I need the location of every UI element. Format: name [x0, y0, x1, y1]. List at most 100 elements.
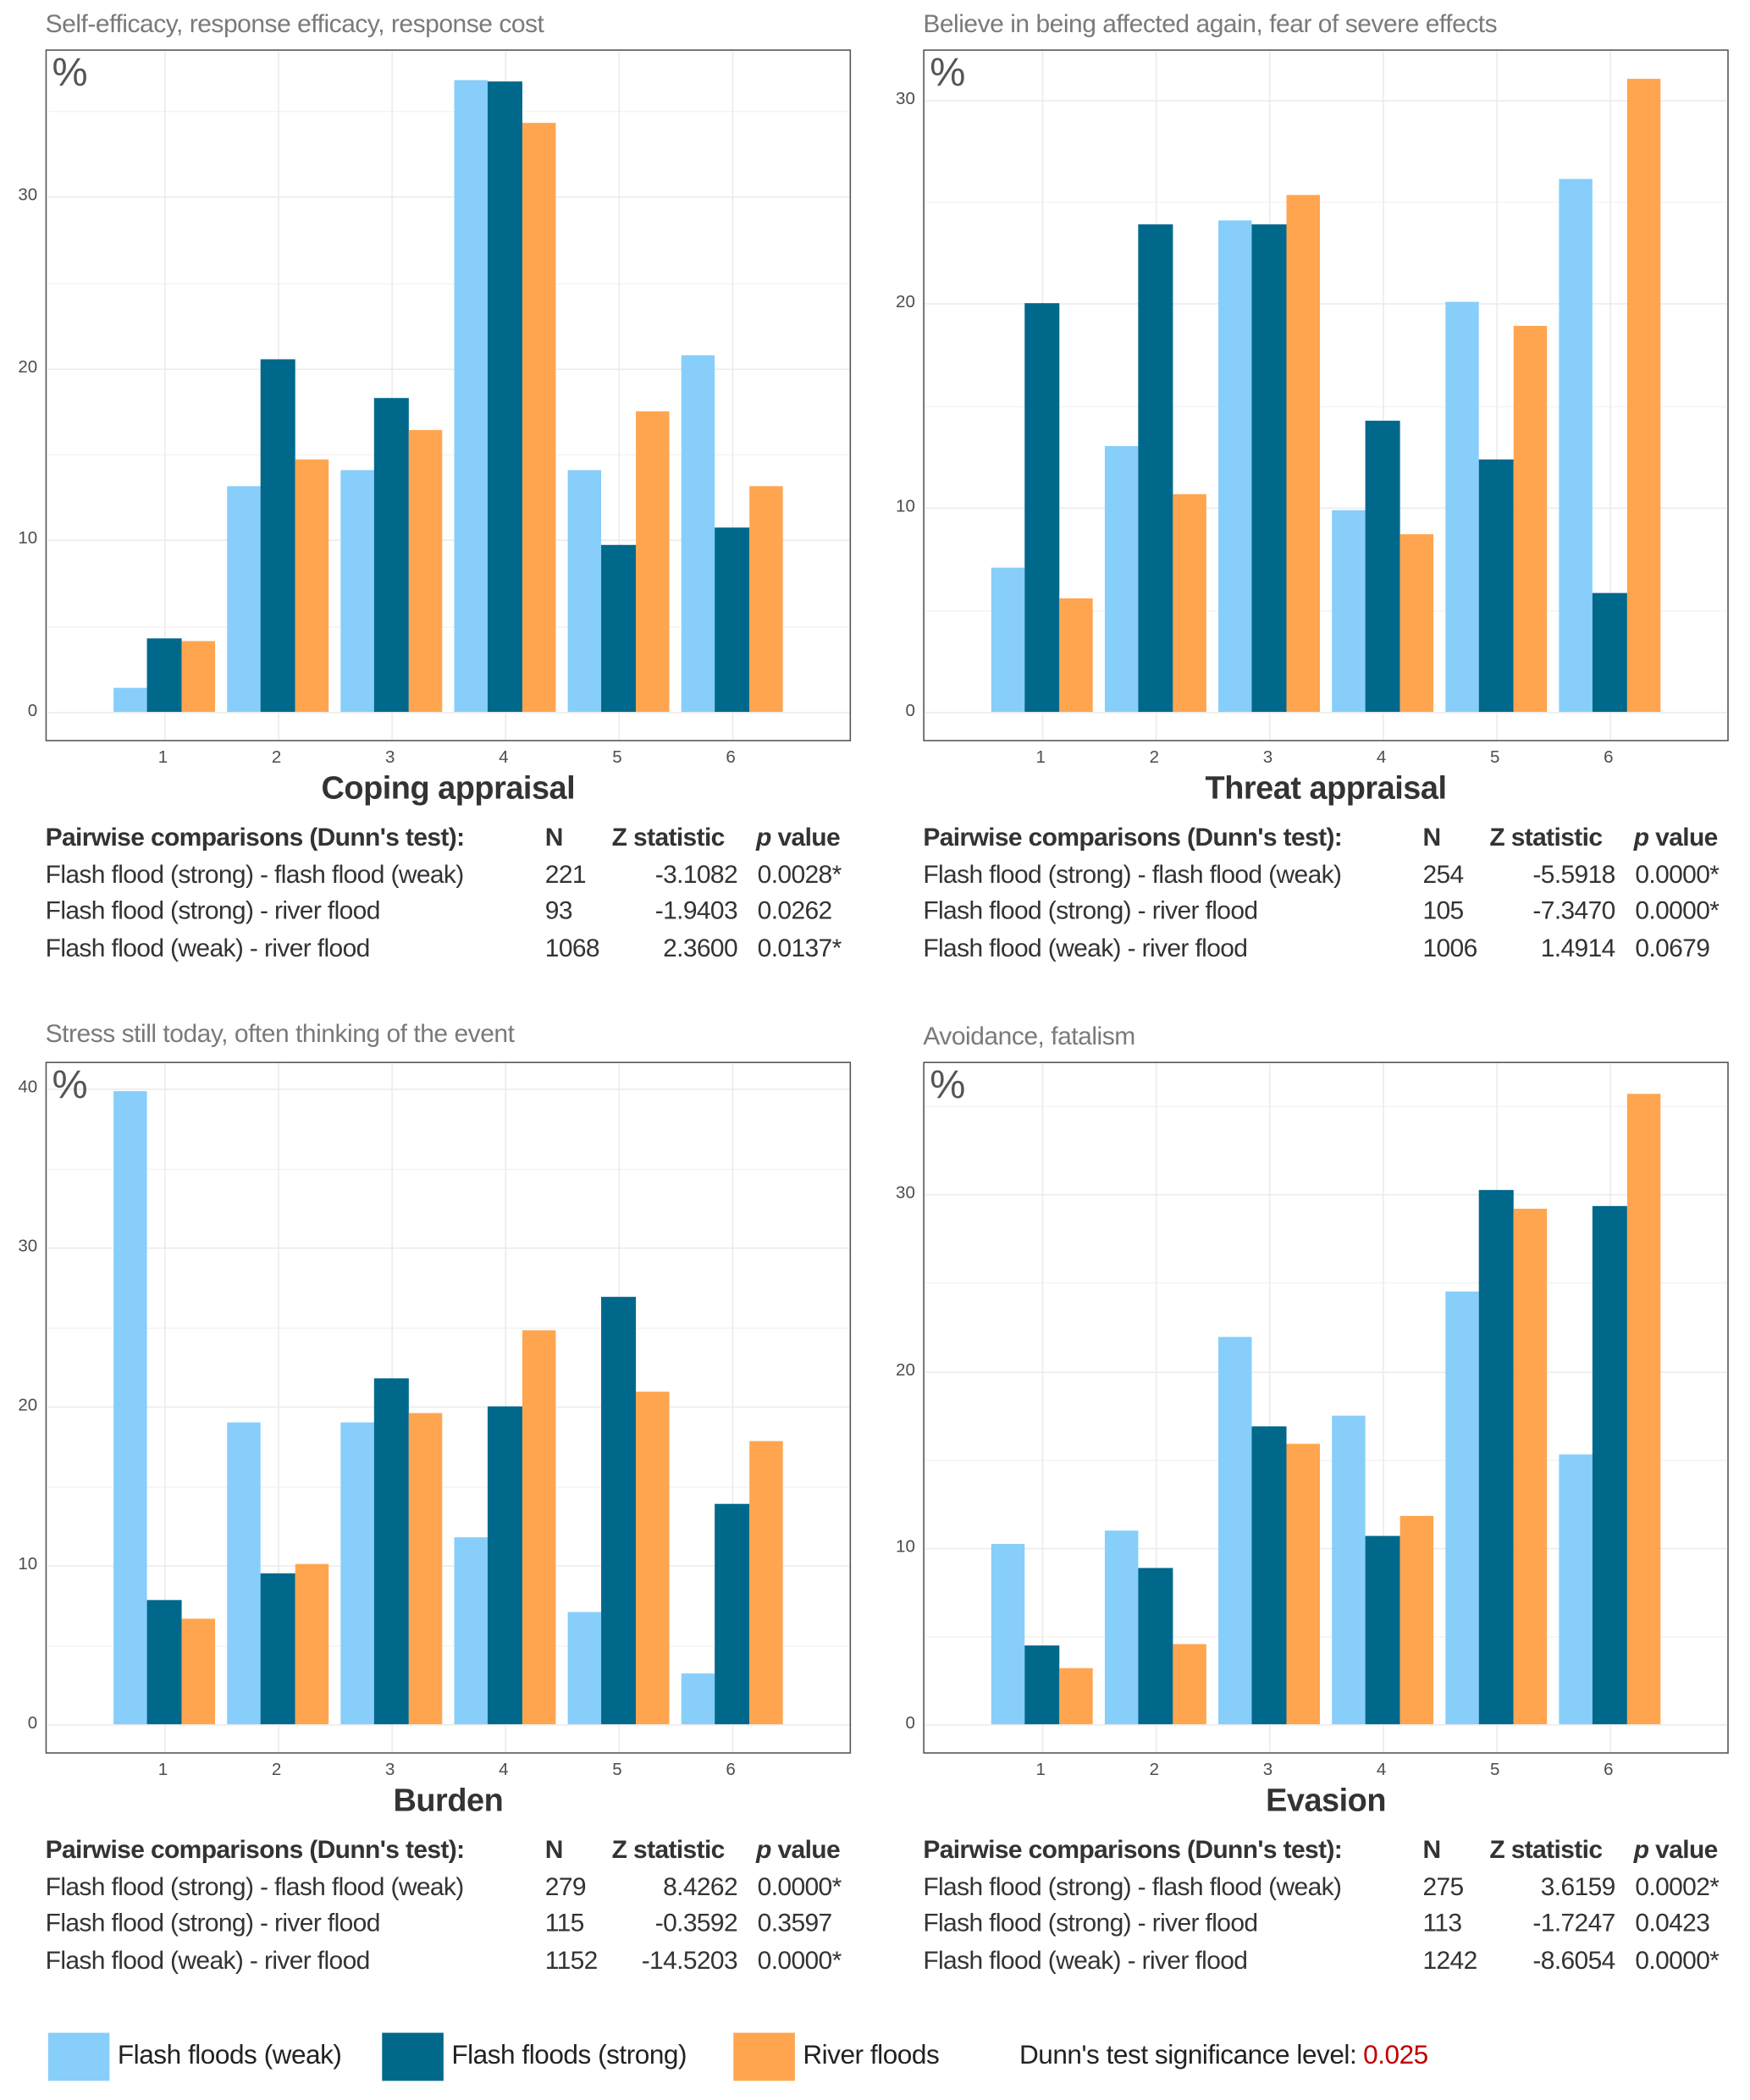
grid-line-major: [47, 1565, 850, 1568]
y-axis-label-percent: %: [930, 1063, 966, 1108]
grid-line-major: [47, 1089, 850, 1090]
bar-strong: [1138, 1567, 1173, 1725]
bar-strong: [488, 81, 522, 712]
grid-line-minor: [924, 609, 1728, 612]
table-header-comparison: Pairwise comparisons (Dunn's test):: [45, 1836, 465, 1865]
bar-river: [1513, 1208, 1548, 1725]
bar-strong: [374, 397, 409, 712]
x-tick-label: 1: [157, 747, 168, 767]
table-cell-p: 0.0000*: [1635, 897, 1720, 926]
grid-line-major: [47, 1724, 850, 1727]
grid-line-major: [47, 368, 850, 370]
grid-line-vertical: [164, 1063, 166, 1753]
table-cell-n: 105: [1422, 897, 1464, 926]
table-header-comparison: Pairwise comparisons (Dunn's test):: [45, 824, 465, 852]
table-cell-p: 0.0002*: [1635, 1873, 1720, 1902]
bar-weak: [1559, 1453, 1593, 1725]
bar-strong: [261, 1574, 295, 1725]
x-tick-label: 3: [1262, 1759, 1273, 1779]
table-cell-z: -1.9403: [654, 897, 738, 926]
table-cell-comparison: Flash flood (strong) - flash flood (weak…: [45, 860, 465, 890]
table-header-p: p value: [756, 824, 841, 854]
bar-strong: [1138, 223, 1173, 713]
grid-line-vertical: [1155, 1063, 1157, 1753]
bar-river: [1399, 534, 1434, 713]
table-cell-p: 0.0679: [1635, 934, 1710, 962]
grid-line-minor: [924, 1636, 1728, 1638]
bar-strong: [1251, 223, 1287, 713]
grid-line-major: [47, 196, 850, 198]
table-cell-comparison: Flash flood (weak) - river flood: [45, 934, 371, 962]
bar-river: [181, 1618, 216, 1725]
significance-label: Dunn's test significance level:: [1019, 2041, 1357, 2070]
table-cell-p: 0.0000*: [757, 1946, 842, 1975]
table-header-comparison: Pairwise comparisons (Dunn's test):: [923, 824, 1343, 852]
x-tick-label: 6: [726, 1759, 736, 1779]
x-tick-label: 4: [499, 1759, 509, 1779]
table-header-n: N: [1422, 1836, 1441, 1865]
y-tick-label: 30: [896, 1182, 915, 1203]
bar-weak: [340, 1422, 375, 1725]
x-tick-label: 4: [499, 747, 509, 767]
grid-line-minor: [924, 201, 1728, 203]
x-tick-label: 1: [157, 1759, 168, 1779]
table-cell-z: -5.5918: [1532, 860, 1615, 890]
x-tick-label: 5: [1489, 1759, 1500, 1779]
x-axis-title: Threat appraisal: [1205, 770, 1447, 807]
p-value-word: value: [1648, 824, 1718, 852]
bar-weak: [1444, 301, 1480, 713]
bar-river: [408, 1413, 443, 1725]
table-cell-comparison: Flash flood (weak) - river flood: [45, 1946, 371, 1975]
bar-river: [1399, 1516, 1434, 1725]
y-tick-label: 30: [18, 185, 38, 205]
table-cell-p: 0.0000*: [1635, 860, 1720, 890]
bar-strong: [601, 1297, 636, 1725]
bar-strong: [1024, 1645, 1059, 1725]
bar-weak: [1559, 179, 1593, 713]
table-cell-z: 3.6159: [1540, 1873, 1616, 1902]
bar-strong: [1479, 1190, 1514, 1725]
table-cell-p: 0.0000*: [1635, 1946, 1720, 1975]
bar-weak: [1104, 446, 1139, 713]
p-italic: p: [756, 824, 771, 852]
bar-weak: [681, 354, 715, 712]
table-cell-z: -0.3592: [654, 1910, 738, 1938]
bar-river: [1626, 79, 1661, 713]
grid-line-vertical: [278, 1063, 279, 1753]
grid-line-minor: [47, 626, 850, 627]
table-header-z: Z statistic: [611, 824, 726, 852]
y-tick-label: 30: [896, 87, 915, 108]
y-tick-label: 10: [896, 1535, 915, 1557]
bar-weak: [226, 1422, 262, 1725]
chart-title: Self-efficacy, response efficacy, respon…: [45, 10, 544, 39]
bar-river: [635, 1392, 670, 1725]
bar-weak: [1444, 1291, 1480, 1725]
bar-river: [1286, 1443, 1321, 1725]
table-cell-comparison: Flash flood (strong) - flash flood (weak…: [45, 1873, 465, 1902]
table-header-comparison: Pairwise comparisons (Dunn's test):: [923, 1836, 1343, 1865]
table-cell-n: 1068: [544, 934, 600, 962]
p-italic: p: [1633, 1836, 1649, 1865]
bar-weak: [991, 1544, 1025, 1725]
table-cell-comparison: Flash flood (strong) - river flood: [923, 897, 1258, 926]
grid-line-major: [924, 1193, 1728, 1196]
table-cell-z: -8.6054: [1532, 1946, 1615, 1975]
table-cell-z: 1.4914: [1540, 934, 1616, 962]
table-header-p: p value: [1633, 1836, 1719, 1866]
grid-line-minor: [47, 1326, 850, 1329]
bar-weak: [454, 1536, 489, 1725]
significance-value: 0.025: [1363, 2041, 1428, 2070]
table-cell-n: 1242: [1422, 1946, 1477, 1975]
table-header-p: p value: [1634, 824, 1719, 854]
x-tick-label: 2: [271, 1759, 282, 1779]
grid-line-major: [47, 1247, 850, 1249]
bar-strong: [1366, 420, 1400, 713]
table-cell-z: 8.4262: [663, 1873, 738, 1902]
table-cell-p: 0.0000*: [757, 1873, 842, 1902]
x-tick-label: 3: [1262, 747, 1273, 767]
table-header-n: N: [544, 1836, 564, 1865]
table-cell-n: 221: [544, 860, 587, 890]
y-tick-label: 0: [27, 1712, 38, 1733]
grid-line-major: [47, 539, 850, 542]
bar-weak: [567, 469, 602, 712]
